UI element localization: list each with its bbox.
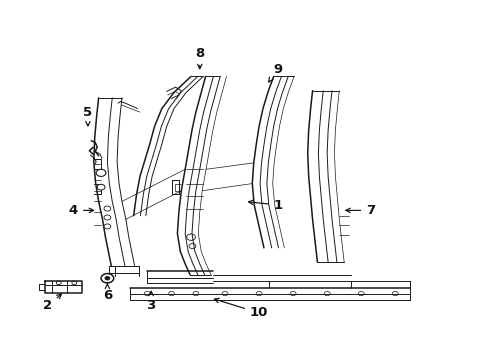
Circle shape <box>105 276 110 280</box>
Text: 5: 5 <box>83 105 92 126</box>
Text: 1: 1 <box>248 198 283 212</box>
Circle shape <box>96 169 106 176</box>
Text: 4: 4 <box>69 204 93 217</box>
Text: 8: 8 <box>195 47 204 69</box>
Text: 6: 6 <box>102 283 112 302</box>
Circle shape <box>97 184 105 190</box>
Text: 9: 9 <box>268 63 282 82</box>
Text: 3: 3 <box>146 291 156 312</box>
Text: 7: 7 <box>345 204 375 217</box>
Circle shape <box>101 274 114 283</box>
Text: 2: 2 <box>43 294 61 312</box>
Text: 10: 10 <box>214 298 268 319</box>
